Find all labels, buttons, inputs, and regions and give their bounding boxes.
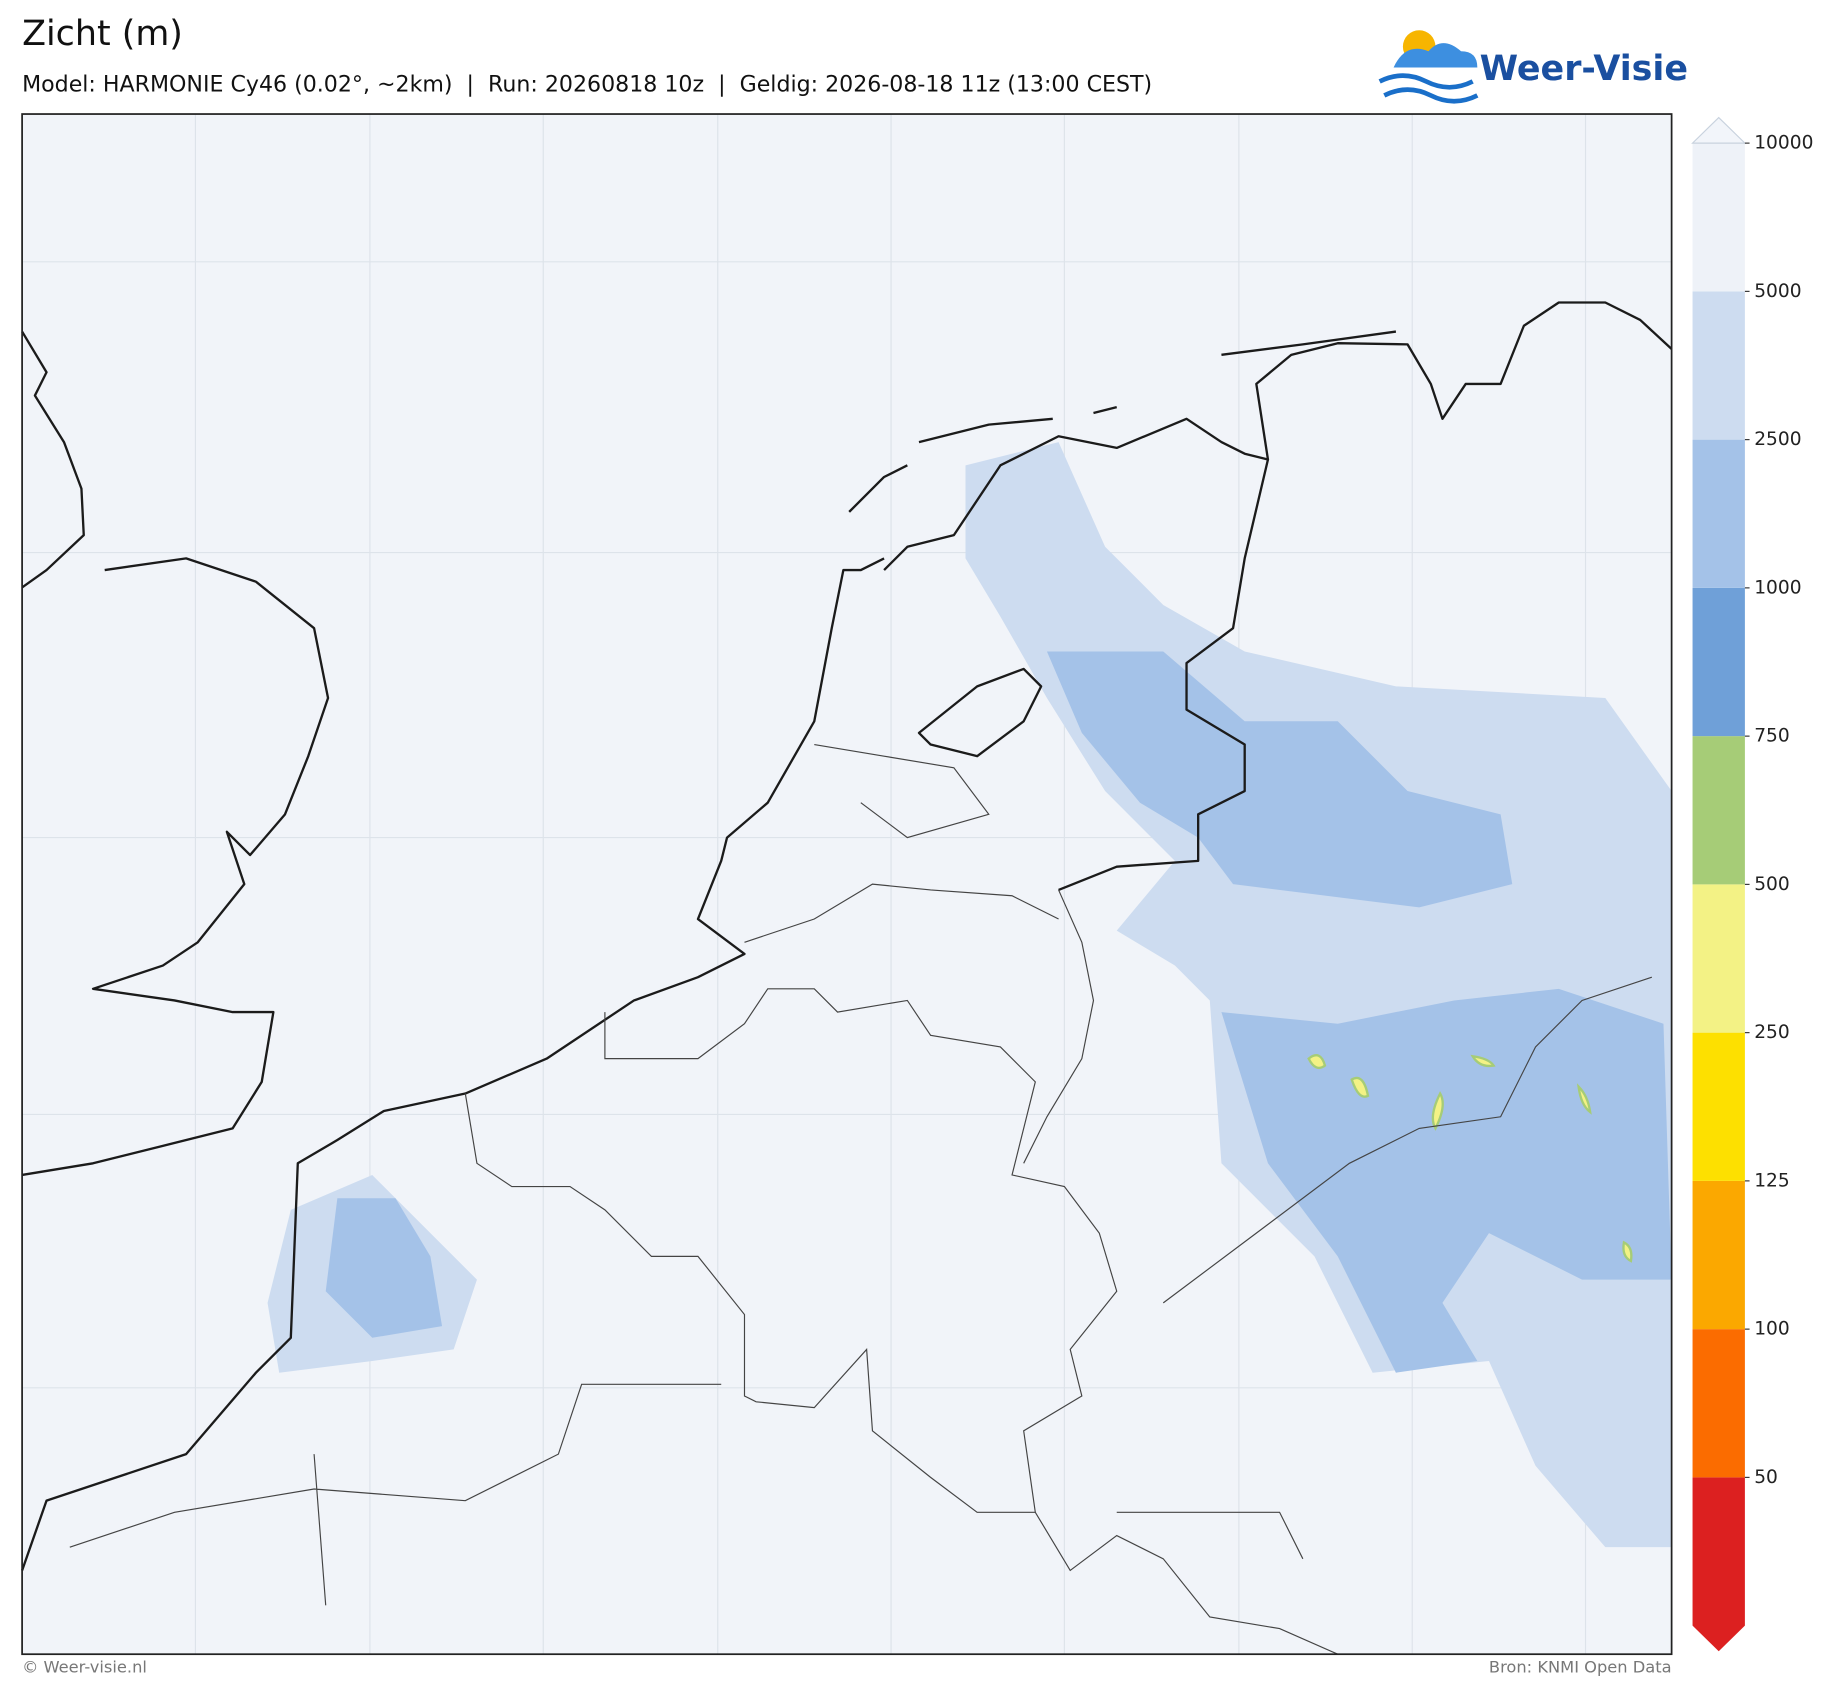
colorbar-tick-label: 500 xyxy=(1754,874,1790,895)
colorbar-tick-label: 125 xyxy=(1754,1170,1790,1191)
coastlines xyxy=(21,301,1673,1571)
colorbar-tick-label: 1000 xyxy=(1754,577,1801,598)
colorbar-bin xyxy=(1692,1477,1745,1652)
source: Bron: KNMI Open Data xyxy=(1489,1658,1672,1677)
colorbar-tick-label: 2500 xyxy=(1754,429,1801,450)
colorbar-bin xyxy=(1691,116,1747,144)
colorbar-bin xyxy=(1692,291,1745,440)
colorbar-bin xyxy=(1692,439,1745,588)
borders xyxy=(69,743,1653,1655)
title: Zicht (m) xyxy=(22,14,183,54)
colorbar-tick-label: 50 xyxy=(1754,1467,1778,1488)
colorbar-bin xyxy=(1692,1329,1745,1478)
visibility-field xyxy=(267,442,1672,1548)
colorbar-tick-label: 250 xyxy=(1754,1022,1790,1043)
colorbar-tick-label: 5000 xyxy=(1754,281,1801,302)
subtitle: Model: HARMONIE Cy46 (0.02°, ~2km) | Run… xyxy=(22,71,1152,97)
logo-text: Weer-Visie xyxy=(1480,49,1688,89)
colorbar-bin xyxy=(1692,736,1745,885)
colorbar-tick-label: 100 xyxy=(1754,1319,1790,1340)
colorbar-bin xyxy=(1692,587,1745,737)
colorbar-tick-label: 10000 xyxy=(1754,133,1813,154)
map-area xyxy=(21,113,1673,1656)
logo-icon xyxy=(1378,30,1479,104)
copyright: © Weer-visie.nl xyxy=(22,1658,147,1677)
colorbar-bin xyxy=(1692,1180,1745,1330)
colorbar-bin xyxy=(1692,884,1745,1033)
colorbar: 50 100 125 250 500 750 1000 2500 5000 10000 xyxy=(1691,116,1813,1652)
colorbar-bin xyxy=(1692,1032,1745,1181)
colorbar-tick-label: 750 xyxy=(1754,726,1790,747)
colorbar-bin xyxy=(1692,143,1745,292)
